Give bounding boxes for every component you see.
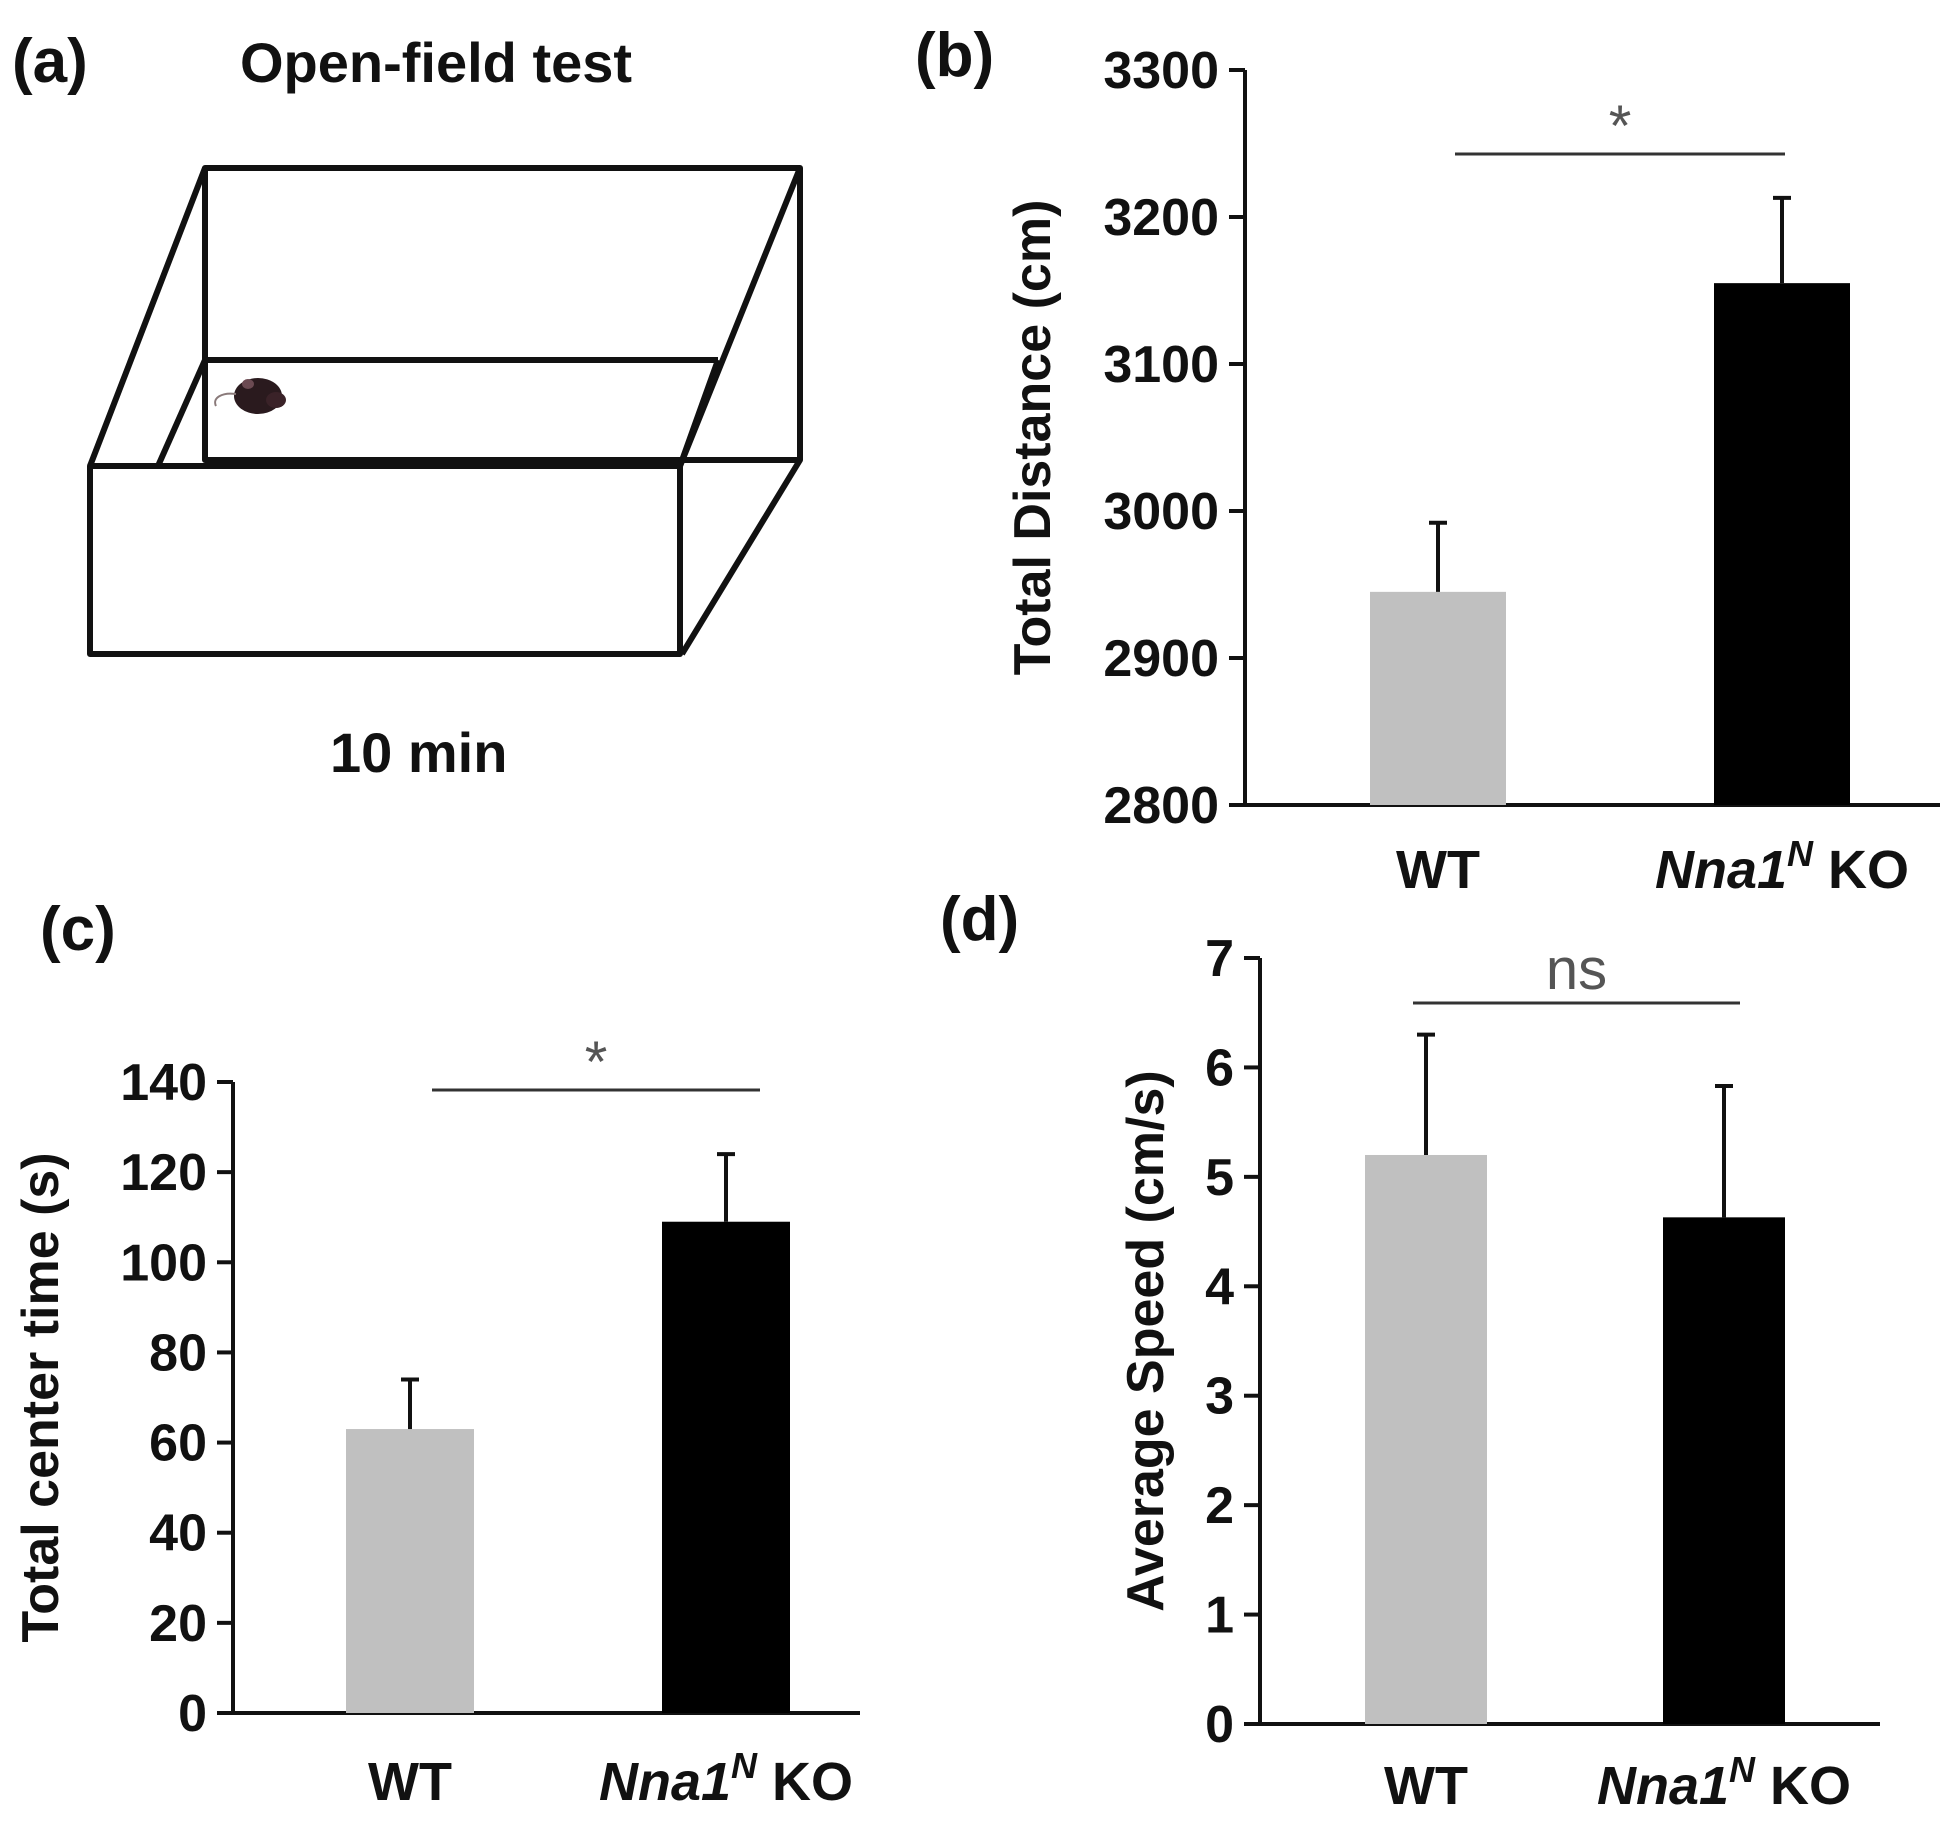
- chart-average-speed: 0 1 2 3 4 5 6 7 Average Speed (cm/s) WT Nna1N KO ns: [1117, 930, 1880, 1816]
- category-label: WT: [1396, 840, 1480, 900]
- mouse-icon: [214, 378, 286, 414]
- y-tick-label: 6: [1205, 1039, 1234, 1097]
- y-tick-label: 0: [1205, 1696, 1234, 1754]
- y-tick-label: 40: [149, 1505, 207, 1563]
- y-tick-label: 120: [120, 1144, 207, 1202]
- box-floor-left-edge: [155, 358, 208, 468]
- y-tick-label: 3: [1205, 1368, 1234, 1426]
- y-tick-label: 4: [1205, 1258, 1234, 1316]
- box-front-wall: [87, 463, 683, 657]
- box-right-bottom-edge: [679, 458, 803, 656]
- bar: [1714, 283, 1850, 805]
- y-axis-title: Total Distance (cm): [1004, 200, 1062, 676]
- box-right-top-edge: [677, 166, 803, 468]
- panel-a: (a) Open-field test 10 min: [12, 27, 803, 784]
- y-tick-label: 80: [149, 1324, 207, 1382]
- chart-total-distance: 2800 2900 3000 3100 3200 3300 Total Distance (…: [1004, 42, 1940, 900]
- category-label: WT: [368, 1752, 452, 1812]
- y-tick-label: 2: [1205, 1477, 1234, 1535]
- y-tick-label: 0: [178, 1685, 207, 1743]
- y-tick-label: 3100: [1103, 336, 1219, 394]
- y-tick-label: 20: [149, 1595, 207, 1653]
- bar: [346, 1429, 474, 1713]
- y-axis-title: Average Speed (cm/s): [1117, 1070, 1175, 1611]
- y-axis-title: Total center time (s): [12, 1152, 70, 1642]
- y-tick-label: 60: [149, 1415, 207, 1473]
- y-tick-label: 3200: [1103, 189, 1219, 247]
- y-tick-label: 140: [120, 1054, 207, 1112]
- category-label: Nna1N KO: [599, 1745, 853, 1812]
- bar: [1365, 1154, 1487, 1724]
- panel-c-label: (c): [40, 895, 116, 964]
- significance-label: ns: [1546, 937, 1607, 1002]
- panel-a-caption: 10 min: [330, 721, 507, 784]
- significance-label: *: [585, 1030, 608, 1095]
- box-left-top-edge: [87, 166, 208, 468]
- bar: [662, 1221, 790, 1713]
- category-label: WT: [1384, 1756, 1468, 1816]
- y-tick-label: 3000: [1103, 483, 1219, 541]
- panel-d-label: (d): [940, 885, 1019, 954]
- panel-a-label: (a): [12, 27, 88, 96]
- y-tick-label: 5: [1205, 1149, 1234, 1207]
- y-tick-label: 7: [1205, 930, 1234, 988]
- bar: [1663, 1217, 1785, 1724]
- category-label: Nna1N KO: [1597, 1749, 1851, 1816]
- y-tick-label: 1: [1205, 1587, 1234, 1645]
- significance-label: *: [1609, 94, 1632, 159]
- y-tick-label: 2900: [1103, 630, 1219, 688]
- panel-a-title: Open-field test: [240, 31, 632, 94]
- y-tick-label: 2800: [1103, 777, 1219, 835]
- chart-total-center-time: 0 20 40 60 80 100 120 140 Total center time (s) W…: [12, 1030, 860, 1812]
- y-tick-label: 100: [120, 1234, 207, 1292]
- open-field-box-drawing: [87, 165, 803, 657]
- y-tick-label: 3300: [1103, 42, 1219, 100]
- bar: [1370, 591, 1506, 805]
- category-label: Nna1N KO: [1655, 833, 1909, 900]
- box-back-wall: [202, 165, 803, 463]
- panel-b-label: (b): [915, 21, 994, 90]
